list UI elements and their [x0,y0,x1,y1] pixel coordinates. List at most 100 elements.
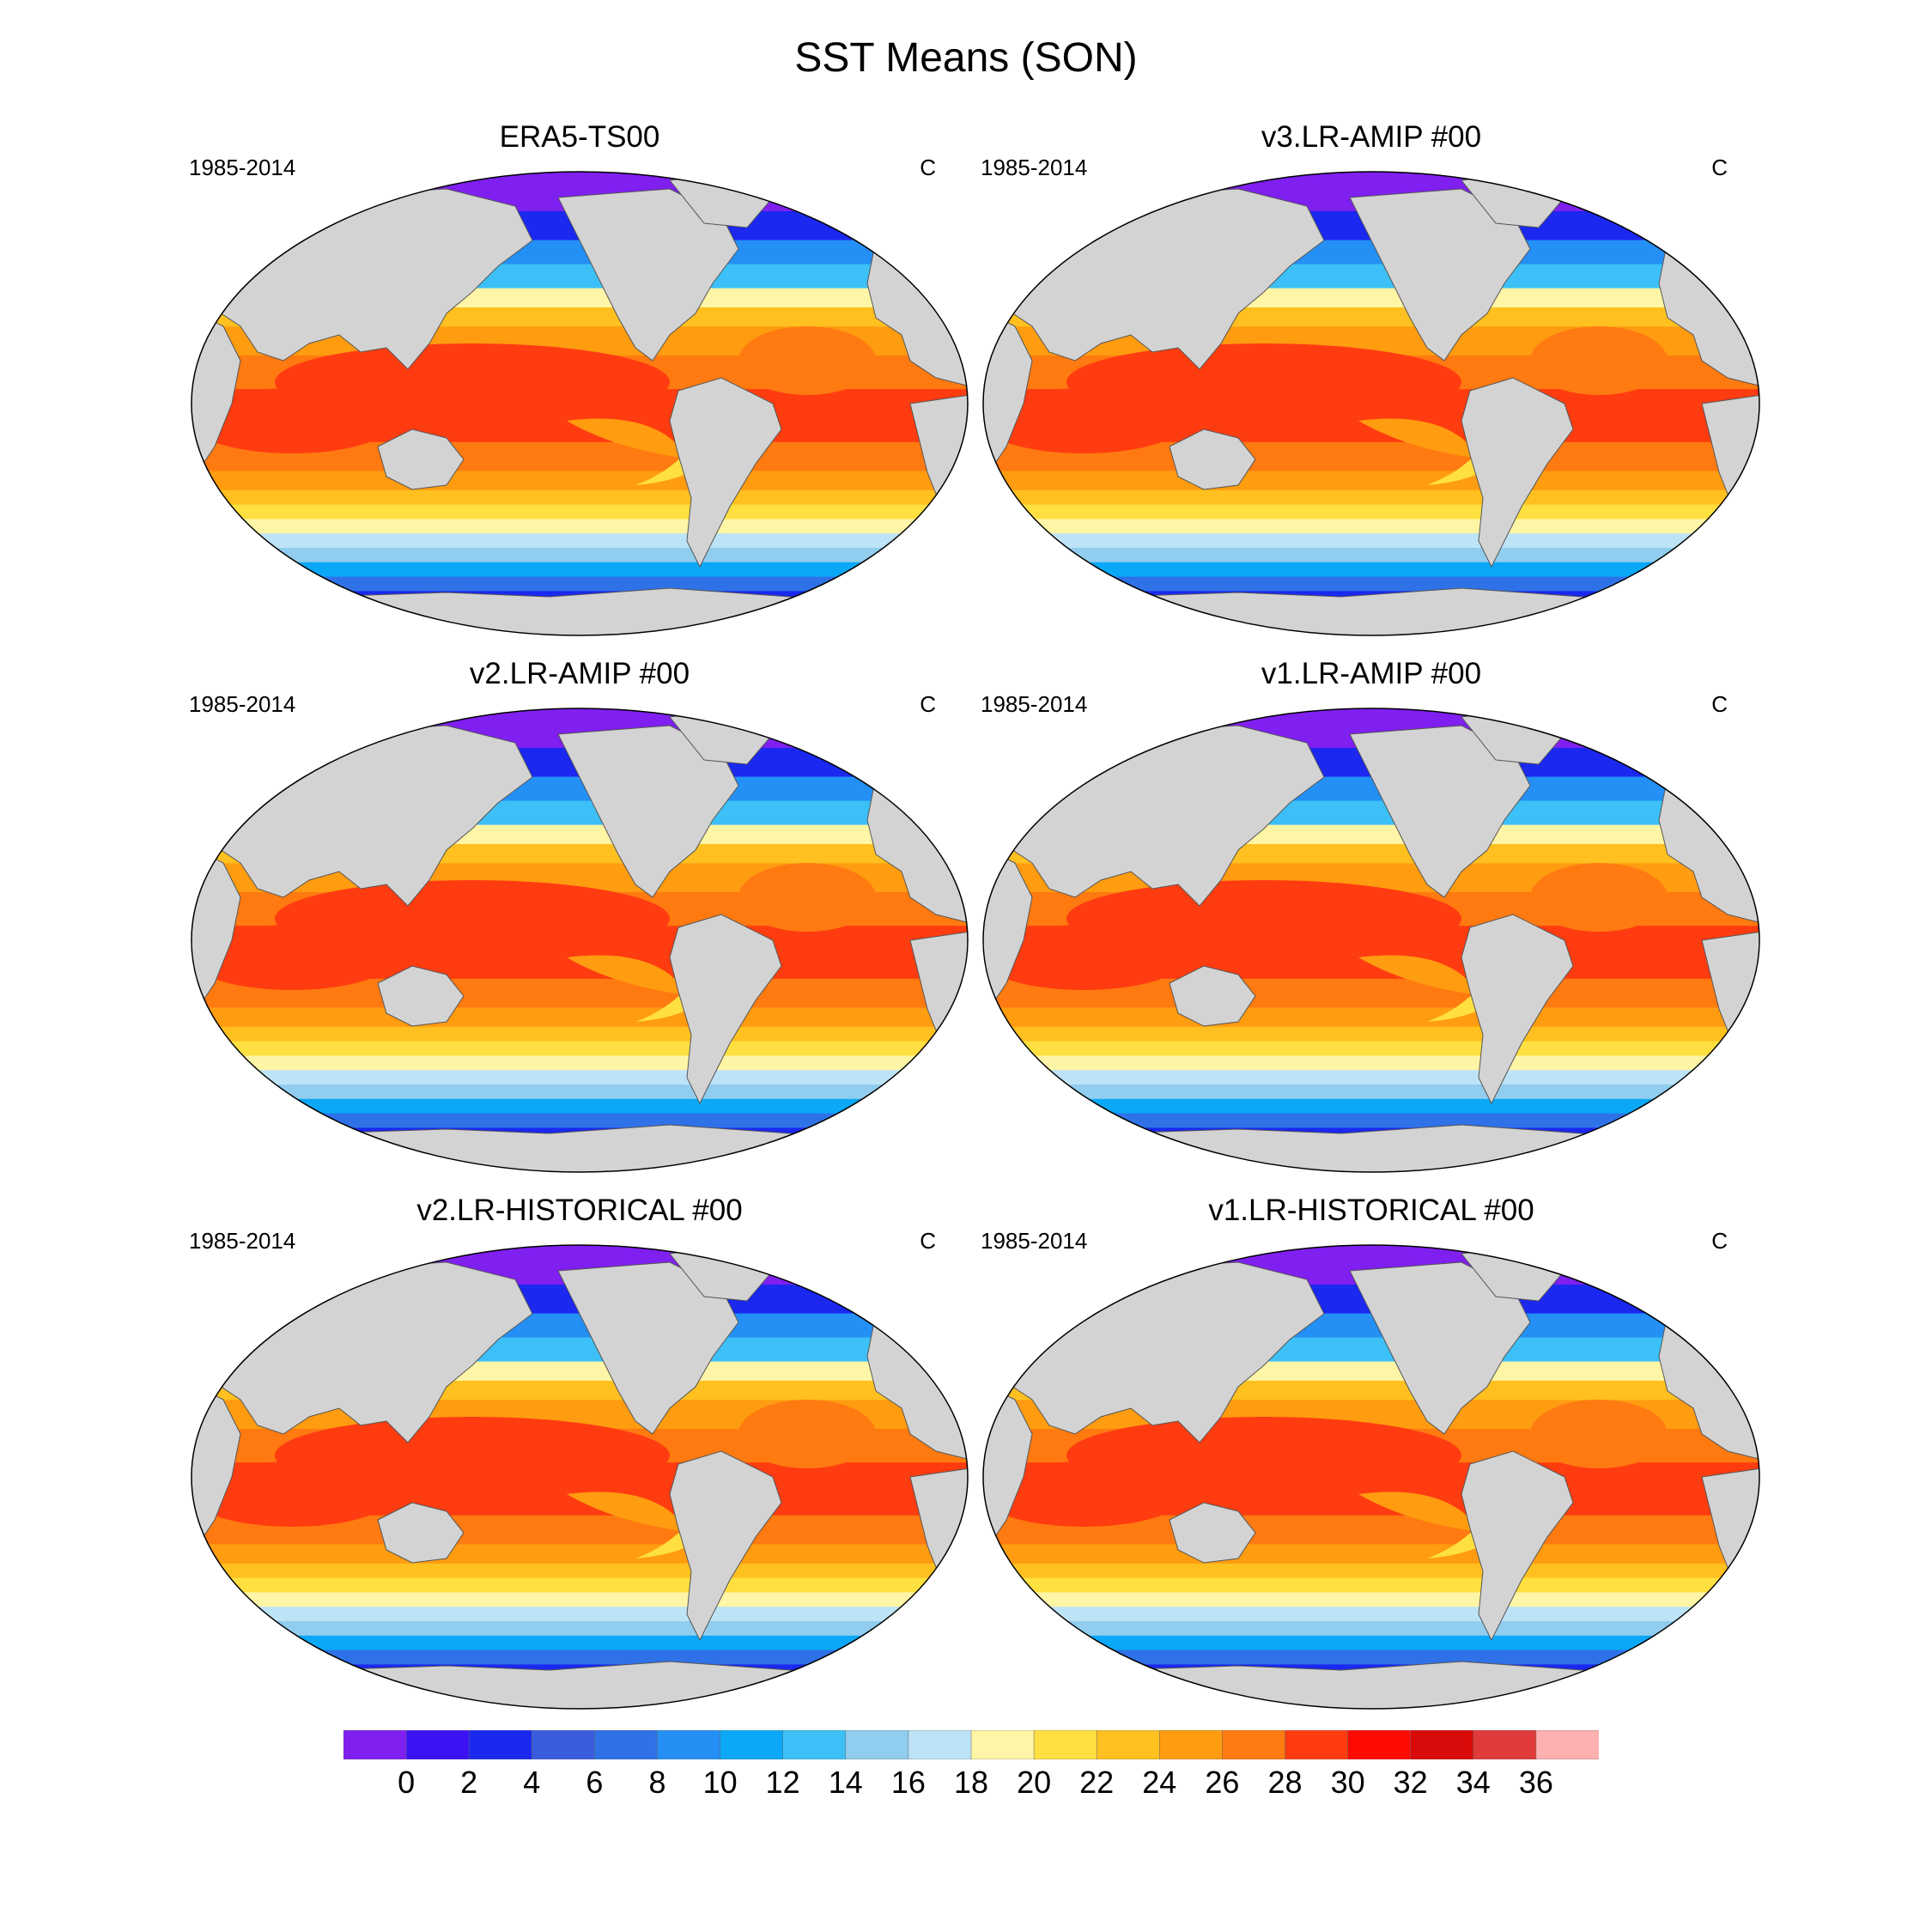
panel-units: C [920,691,936,717]
colorbar-swatch [1159,1730,1224,1759]
sst-band [983,1026,1759,1042]
land-mass [377,1502,465,1564]
sst-band [983,1621,1759,1637]
map-panel: v1.LR-HISTORICAL #00 1985-2014 C [981,1194,1762,1710]
warm-pool [191,388,395,453]
map-outline [191,1244,969,1710]
sst-band [983,471,1759,491]
sst-band [191,1607,968,1622]
land-mass [669,1450,782,1642]
sst-band [191,1070,968,1085]
colorbar-swatch [657,1730,721,1759]
colorbar-swatch [1096,1730,1161,1759]
panel-units: C [1711,691,1728,717]
cold-tongue [1358,955,1487,996]
sst-map [191,171,969,636]
warm-pool [1530,863,1668,932]
colorbar-swatch [1285,1730,1349,1759]
sst-band [191,1621,968,1637]
warm-pool [983,1461,1187,1527]
sst-band [191,1113,968,1129]
panel-period: 1985-2014 [981,155,1088,180]
sst-band [983,1592,1759,1608]
colorbar-tick-label: 26 [1205,1765,1240,1800]
colorbar-tick-label: 30 [1330,1765,1365,1800]
panel-period: 1985-2014 [981,1228,1088,1254]
panel-period: 1985-2014 [189,1228,296,1254]
sst-band [191,1544,968,1564]
colorbar-swatch [908,1730,972,1759]
map-panel: v2.LR-HISTORICAL #00 1985-2014 C [189,1194,970,1710]
sst-band [983,1041,1759,1057]
warm-pool [738,326,876,395]
cold-tongue [567,955,696,996]
colorbar [343,1730,1599,1759]
map-outline [191,171,969,636]
land-mass [1461,377,1574,568]
colorbar-tick-label: 2 [460,1765,478,1800]
sst-band [191,1577,968,1594]
panel-title: v1.LR-AMIP #00 [1261,657,1482,690]
sst-band [983,1055,1759,1072]
sst-band [983,533,1759,549]
sst-band [983,1070,1759,1085]
land-mass [1169,428,1256,490]
sst-band [983,519,1759,535]
warm-pool [983,388,1187,453]
panel-title: ERA5-TS00 [499,120,660,154]
map-outline [982,708,1760,1173]
sst-band [983,576,1759,592]
figure-title: SST Means (SON) [794,35,1138,81]
sst-band [983,1563,1759,1579]
sst-band [191,1592,968,1608]
sst-band [983,1577,1759,1594]
sst-band [983,1007,1759,1028]
panel-title: v1.LR-HISTORICAL #00 [1208,1194,1534,1227]
colorbar-swatch [970,1730,1035,1759]
colorbar-swatch [1222,1730,1286,1759]
sst-band [191,1635,968,1651]
sst-band [983,1098,1759,1115]
sst-band [983,562,1759,578]
land-mass [669,377,782,568]
sst-band [983,489,1759,506]
map-panel: v1.LR-AMIP #00 1985-2014 C [981,657,1762,1173]
colorbar-tick-label: 18 [953,1765,989,1800]
sst-band [983,548,1759,563]
sst-band [191,1041,968,1057]
colorbar-swatch [1535,1730,1599,1759]
panel-units: C [920,155,936,180]
colorbar-tick-label: 32 [1393,1765,1428,1800]
sst-band [191,504,968,520]
colorbar-swatch [1347,1730,1412,1759]
colorbar-tick-label: 16 [890,1765,926,1800]
map-panel: v2.LR-AMIP #00 1985-2014 C [189,657,970,1173]
warm-pool [191,925,395,990]
map-outline [191,708,969,1173]
sst-band [983,1607,1759,1622]
colorbar-tick-label: 24 [1142,1765,1177,1800]
land-mass [669,914,782,1105]
colorbar-tick-label: 10 [702,1765,738,1800]
land-mass [1461,914,1574,1105]
warm-pool [738,1400,876,1468]
sst-band [191,548,968,563]
colorbar-swatch [468,1730,533,1759]
colorbar-tick-label: 28 [1267,1765,1303,1800]
colorbar-swatch [720,1730,784,1759]
sst-band [191,489,968,506]
sst-band [191,1007,968,1028]
sst-band [191,1649,968,1666]
colorbar-tick-label: 22 [1079,1765,1115,1800]
sst-band [191,1563,968,1579]
land-mass [1169,1502,1256,1564]
sst-map [982,708,1760,1173]
sst-map [982,1244,1760,1710]
sst-band [191,562,968,578]
land-mass [377,428,465,490]
land-mass [1461,1450,1574,1642]
cold-tongue [567,418,696,459]
sst-map [191,708,969,1173]
colorbar-swatch [1473,1730,1537,1759]
colorbar-tick-label: 36 [1518,1765,1553,1800]
